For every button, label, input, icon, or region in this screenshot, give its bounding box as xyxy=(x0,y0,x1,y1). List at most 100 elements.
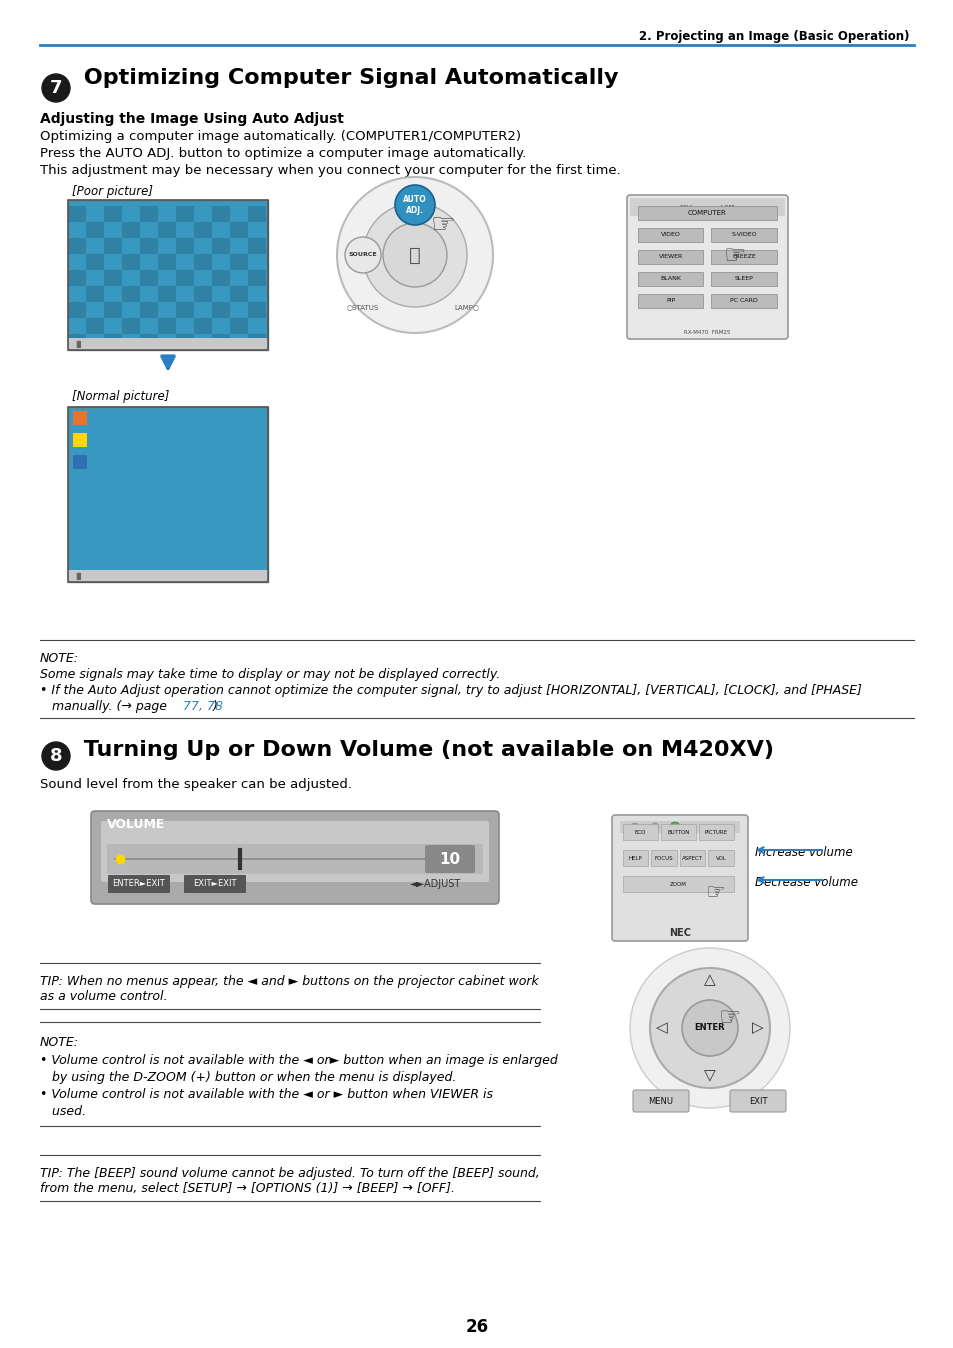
Text: by using the D-ZOOM (+) button or when the menu is displayed.: by using the D-ZOOM (+) button or when t… xyxy=(40,1072,456,1084)
Bar xyxy=(193,253,212,270)
Bar xyxy=(73,411,87,425)
Bar xyxy=(140,206,158,222)
Bar xyxy=(86,222,104,239)
Bar xyxy=(248,239,266,253)
FancyBboxPatch shape xyxy=(633,1091,688,1112)
Text: 8: 8 xyxy=(50,747,62,766)
Text: EXIT►EXIT: EXIT►EXIT xyxy=(193,879,236,888)
Bar xyxy=(104,239,122,253)
Bar xyxy=(175,270,193,286)
Bar xyxy=(158,286,175,302)
Bar xyxy=(679,851,705,865)
Text: ASPECT: ASPECT xyxy=(681,856,702,860)
Text: [Normal picture]: [Normal picture] xyxy=(71,390,170,403)
Circle shape xyxy=(42,74,70,102)
Bar xyxy=(122,253,140,270)
Text: Press the AUTO ADJ. button to optimize a computer image automatically.: Press the AUTO ADJ. button to optimize a… xyxy=(40,147,526,160)
Bar xyxy=(660,824,696,840)
Bar xyxy=(248,302,266,318)
Text: ON [                ] OFF: ON [ ] OFF xyxy=(679,205,734,209)
Bar xyxy=(212,334,230,350)
Circle shape xyxy=(629,948,789,1108)
Text: ☞: ☞ xyxy=(723,244,745,268)
Bar xyxy=(212,239,230,253)
Bar xyxy=(122,286,140,302)
Bar xyxy=(68,302,86,318)
Text: VIDEO: VIDEO xyxy=(660,232,680,237)
Bar xyxy=(248,270,266,286)
Text: BUTTON: BUTTON xyxy=(666,829,689,834)
Circle shape xyxy=(650,824,659,830)
Bar xyxy=(651,851,677,865)
Circle shape xyxy=(669,822,679,832)
Text: ○STATUS: ○STATUS xyxy=(347,305,378,310)
Bar xyxy=(175,334,193,350)
Text: BLANK: BLANK xyxy=(659,276,680,282)
Circle shape xyxy=(670,824,679,830)
Bar xyxy=(711,272,776,286)
Circle shape xyxy=(382,222,447,287)
Bar xyxy=(175,206,193,222)
FancyBboxPatch shape xyxy=(424,845,475,874)
Bar xyxy=(68,570,268,582)
Bar xyxy=(68,270,86,286)
Text: HELP: HELP xyxy=(628,856,642,860)
Bar xyxy=(68,200,268,350)
Text: VOL: VOL xyxy=(715,856,726,860)
Text: • Volume control is not available with the ◄ or ► button when VIEWER is: • Volume control is not available with t… xyxy=(40,1088,493,1101)
Bar xyxy=(708,851,733,865)
Text: used.: used. xyxy=(40,1105,86,1117)
Bar xyxy=(212,302,230,318)
Bar xyxy=(699,824,733,840)
Bar xyxy=(68,239,86,253)
Text: PIP: PIP xyxy=(665,298,675,303)
FancyBboxPatch shape xyxy=(184,875,246,892)
Text: ◁: ◁ xyxy=(656,1020,667,1035)
Bar xyxy=(68,206,86,222)
Bar xyxy=(622,851,648,865)
Text: TIP: When no menus appear, the ◄ and ► buttons on the projector cabinet work
as : TIP: When no menus appear, the ◄ and ► b… xyxy=(40,975,538,1003)
Text: RX-M470  FRM25: RX-M470 FRM25 xyxy=(683,329,730,334)
Bar xyxy=(140,334,158,350)
Bar xyxy=(158,318,175,334)
Bar xyxy=(175,239,193,253)
Bar xyxy=(68,407,268,582)
Text: • Volume control is not available with the ◄ or► button when an image is enlarge: • Volume control is not available with t… xyxy=(40,1054,558,1068)
Text: SLEEP: SLEEP xyxy=(734,276,753,282)
Bar xyxy=(193,318,212,334)
Bar xyxy=(140,239,158,253)
Text: ZOOM: ZOOM xyxy=(669,882,686,887)
Bar xyxy=(140,302,158,318)
Bar xyxy=(158,253,175,270)
Text: NOTE:: NOTE: xyxy=(40,652,79,665)
Text: SOURCE: SOURCE xyxy=(349,252,377,257)
Bar xyxy=(68,407,268,582)
Text: 2. Projecting an Image (Basic Operation): 2. Projecting an Image (Basic Operation) xyxy=(639,30,909,43)
Text: AUTO
ADJ.: AUTO ADJ. xyxy=(403,195,426,214)
Bar xyxy=(711,294,776,307)
Text: ▐▌: ▐▌ xyxy=(73,341,84,348)
Text: • If the Auto Adjust operation cannot optimize the computer signal, try to adjus: • If the Auto Adjust operation cannot op… xyxy=(40,683,861,697)
FancyBboxPatch shape xyxy=(612,816,747,941)
Bar xyxy=(622,824,658,840)
FancyBboxPatch shape xyxy=(108,875,170,892)
Text: FOCUS: FOCUS xyxy=(655,856,673,860)
Text: 77, 78: 77, 78 xyxy=(183,700,223,713)
Text: ⏻: ⏻ xyxy=(409,245,420,264)
Text: manually. (→ page: manually. (→ page xyxy=(40,700,171,713)
Text: △: △ xyxy=(703,972,715,988)
Text: ENTER: ENTER xyxy=(694,1023,724,1033)
Bar xyxy=(619,821,740,833)
Text: Adjusting the Image Using Auto Adjust: Adjusting the Image Using Auto Adjust xyxy=(40,112,343,125)
Bar xyxy=(230,222,248,239)
Text: COMPUTER: COMPUTER xyxy=(687,210,726,216)
Circle shape xyxy=(42,741,70,770)
Text: Sound level from the speaker can be adjusted.: Sound level from the speaker can be adju… xyxy=(40,778,352,791)
Text: PC CARD: PC CARD xyxy=(730,298,758,303)
Bar xyxy=(68,200,268,350)
Bar xyxy=(193,222,212,239)
Bar xyxy=(86,253,104,270)
Bar xyxy=(212,206,230,222)
Text: EXIT: EXIT xyxy=(748,1096,766,1105)
Circle shape xyxy=(345,237,380,274)
